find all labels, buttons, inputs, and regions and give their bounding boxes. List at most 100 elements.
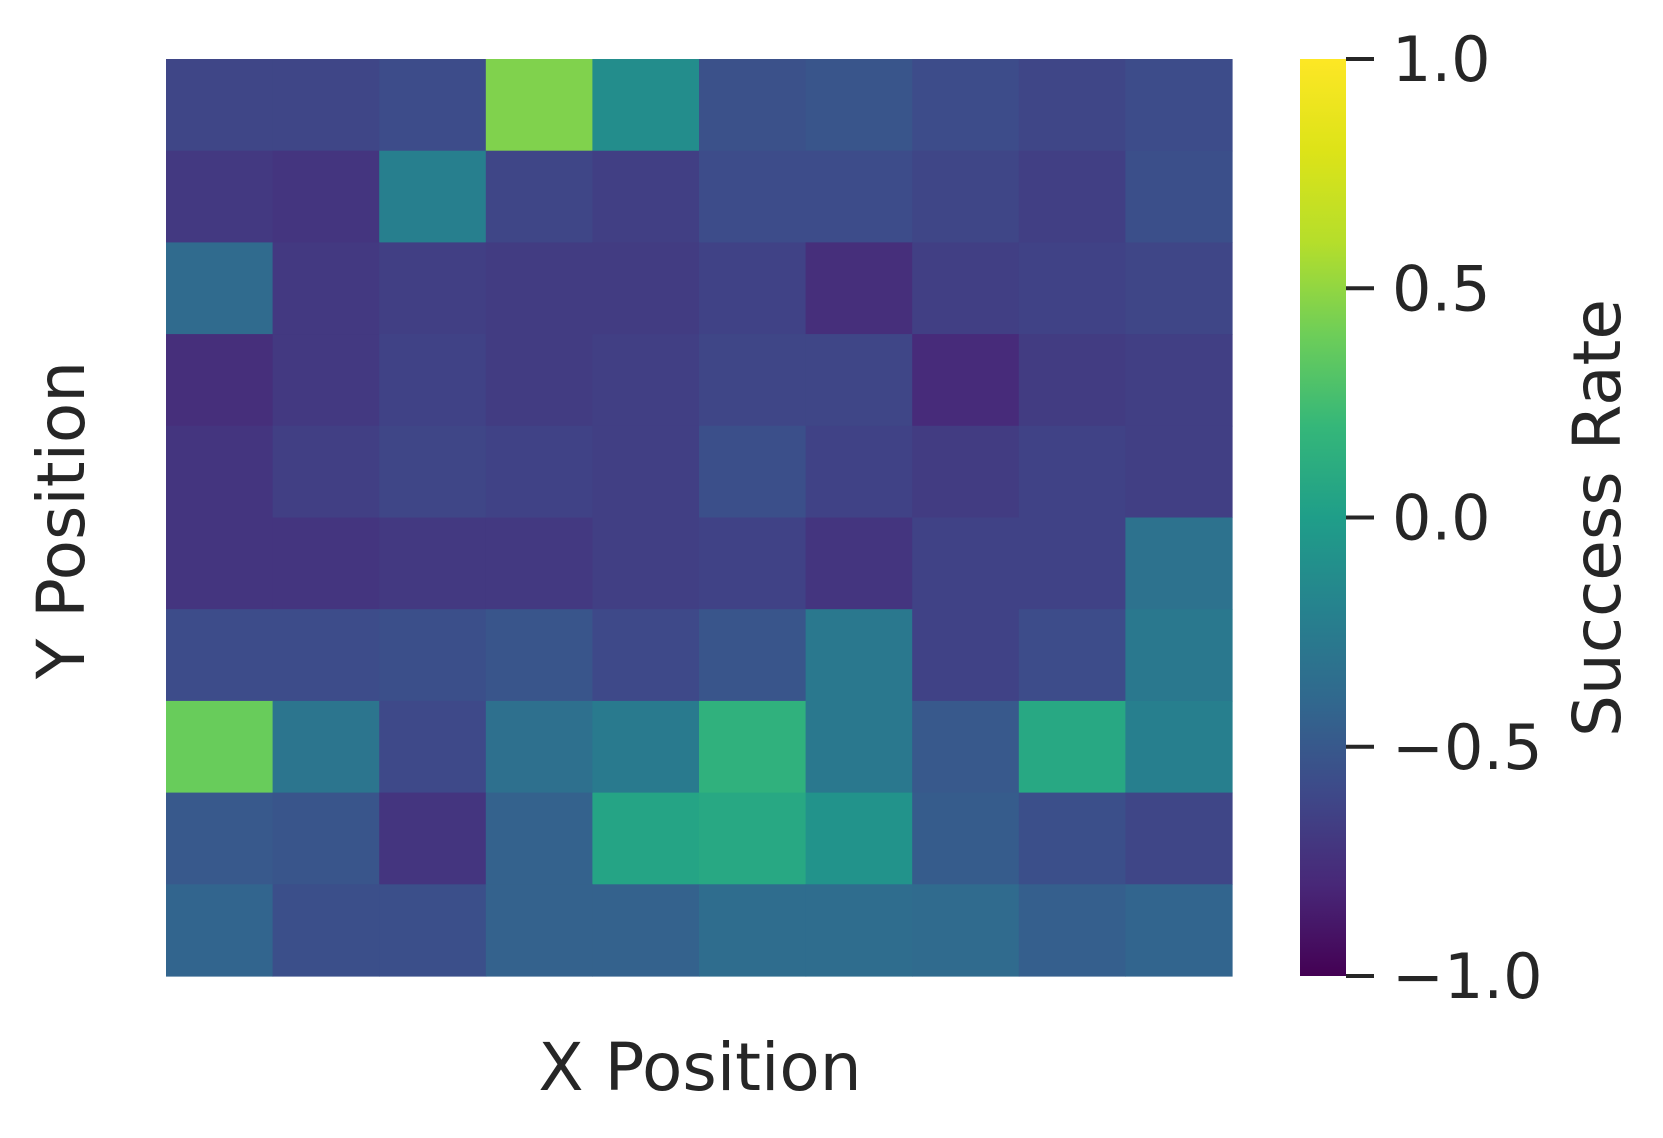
heatmap-cell-r9-c6 xyxy=(805,884,913,977)
heatmap-cell-r2-c1 xyxy=(272,242,380,335)
heatmap-cell-r9-c9 xyxy=(1125,884,1233,977)
heatmap-cell-r6-c6 xyxy=(805,609,913,702)
heatmap-cell-r5-c1 xyxy=(272,517,380,610)
heatmap-cell-r3-c8 xyxy=(1018,334,1126,427)
heatmap-cell-r9-c0 xyxy=(166,884,274,977)
heatmap-cell-r3-c0 xyxy=(166,334,274,427)
heatmap-cell-r7-c8 xyxy=(1018,700,1126,794)
heatmap-cell-r9-c1 xyxy=(272,884,380,977)
heatmap-cell-r0-c0 xyxy=(166,59,274,152)
heatmap-cell-r0-c3 xyxy=(485,59,593,152)
heatmap-cell-r0-c5 xyxy=(699,59,807,152)
heatmap-cell-r4-c6 xyxy=(805,425,913,519)
heatmap-cell-r5-c9 xyxy=(1125,517,1233,610)
heatmap-cell-r4-c4 xyxy=(592,425,700,519)
heatmap-cell-r3-c7 xyxy=(912,334,1020,427)
heatmap-cell-r6-c5 xyxy=(699,609,807,702)
heatmap-cell-r5-c5 xyxy=(699,517,807,610)
heatmap-cell-r5-c6 xyxy=(805,517,913,610)
heatmap-cell-r2-c9 xyxy=(1125,242,1233,335)
heatmap-cell-r2-c8 xyxy=(1018,242,1126,335)
heatmap-cell-r8-c3 xyxy=(485,792,593,885)
heatmap-cell-r7-c6 xyxy=(805,700,913,794)
colorbar-tick-label: 0.0 xyxy=(1392,482,1491,555)
colorbar xyxy=(1300,59,1346,976)
heatmap-cell-r8-c0 xyxy=(166,792,274,885)
colorbar-tick-label: 0.5 xyxy=(1392,252,1491,325)
heatmap-cell-r7-c3 xyxy=(485,700,593,794)
heatmap-cell-r4-c0 xyxy=(166,425,274,519)
heatmap-cell-r6-c4 xyxy=(592,609,700,702)
heatmap-cell-r2-c4 xyxy=(592,242,700,335)
colorbar-title: Success Rate xyxy=(1559,299,1636,737)
heatmap-cell-r1-c3 xyxy=(485,150,593,243)
heatmap-cell-r6-c9 xyxy=(1125,609,1233,702)
heatmap-cell-r7-c5 xyxy=(699,700,807,794)
heatmap-cell-r4-c3 xyxy=(485,425,593,519)
heatmap-cell-r7-c4 xyxy=(592,700,700,794)
heatmap-cell-r1-c7 xyxy=(912,150,1020,243)
heatmap-cell-r1-c8 xyxy=(1018,150,1126,243)
heatmap-cell-r9-c8 xyxy=(1018,884,1126,977)
colorbar-tick-label: −0.5 xyxy=(1392,711,1543,784)
heatmap-cell-r2-c0 xyxy=(166,242,274,335)
heatmap-cell-r9-c4 xyxy=(592,884,700,977)
heatmap-cell-r1-c6 xyxy=(805,150,913,243)
heatmap-cell-r8-c5 xyxy=(699,792,807,885)
y-axis-title: Y Position xyxy=(23,361,100,680)
heatmap-cell-r5-c3 xyxy=(485,517,593,610)
heatmap-cell-r8-c4 xyxy=(592,792,700,885)
heatmap-cell-r8-c6 xyxy=(805,792,913,885)
heatmap-cell-r4-c7 xyxy=(912,425,1020,519)
heatmap-cell-r5-c4 xyxy=(592,517,700,610)
heatmap-cell-r6-c2 xyxy=(379,609,487,702)
heatmap-cell-r8-c1 xyxy=(272,792,380,885)
colorbar-tick-label: −1.0 xyxy=(1392,940,1543,1013)
heatmap-cell-r3-c5 xyxy=(699,334,807,427)
heatmap-cell-r1-c4 xyxy=(592,150,700,243)
heatmap-cell-r6-c3 xyxy=(485,609,593,702)
colorbar-ticks: −1.0 −0.5 0.0 0.5 1.0 xyxy=(1346,23,1543,1013)
heatmap-cell-r5-c2 xyxy=(379,517,487,610)
heatmap-cell-r3-c1 xyxy=(272,334,380,427)
heatmap-cell-r4-c8 xyxy=(1018,425,1126,519)
heatmap-cell-r7-c7 xyxy=(912,700,1020,794)
heatmap-cell-r3-c4 xyxy=(592,334,700,427)
heatmap-cell-r6-c1 xyxy=(272,609,380,702)
heatmap-cell-r2-c5 xyxy=(699,242,807,335)
heatmap-cell-r0-c4 xyxy=(592,59,700,152)
heatmap-cell-r2-c2 xyxy=(379,242,487,335)
heatmap-cell-r7-c1 xyxy=(272,700,380,794)
heatmap-cell-r6-c8 xyxy=(1018,609,1126,702)
heatmap-cell-r6-c0 xyxy=(166,609,274,702)
heatmap-cell-r8-c9 xyxy=(1125,792,1233,885)
heatmap-cell-r9-c3 xyxy=(485,884,593,977)
heatmap-cell-r3-c2 xyxy=(379,334,487,427)
heatmap-cell-r0-c2 xyxy=(379,59,487,152)
heatmap-cell-r8-c7 xyxy=(912,792,1020,885)
heatmap-cell-r6-c7 xyxy=(912,609,1020,702)
heatmap-cell-r3-c3 xyxy=(485,334,593,427)
x-axis-title: X Position xyxy=(538,1029,861,1106)
heatmap-cell-r4-c2 xyxy=(379,425,487,519)
heatmap-cell-r0-c6 xyxy=(805,59,913,152)
heatmap-cell-r7-c2 xyxy=(379,700,487,794)
heatmap-cell-r9-c5 xyxy=(699,884,807,977)
heatmap-cell-r8-c8 xyxy=(1018,792,1126,885)
heatmap-cell-r5-c0 xyxy=(166,517,274,610)
heatmap-cell-r0-c7 xyxy=(912,59,1020,152)
heatmap-cell-r1-c1 xyxy=(272,150,380,243)
heatmap-cell-r9-c2 xyxy=(379,884,487,977)
heatmap-cell-r8-c2 xyxy=(379,792,487,885)
heatmap-cell-r0-c8 xyxy=(1018,59,1126,152)
heatmap-cell-r7-c0 xyxy=(166,700,274,794)
heatmap-cell-r2-c6 xyxy=(805,242,913,335)
heatmap-cell-r0-c1 xyxy=(272,59,380,152)
heatmap-cell-r1-c0 xyxy=(166,150,274,243)
heatmap-cell-r5-c8 xyxy=(1018,517,1126,610)
colorbar-tick-label: 1.0 xyxy=(1392,23,1491,96)
heatmap-cell-r1-c2 xyxy=(379,150,487,243)
heatmap-cell-r4-c5 xyxy=(699,425,807,519)
heatmap-cell-r0-c9 xyxy=(1125,59,1233,152)
